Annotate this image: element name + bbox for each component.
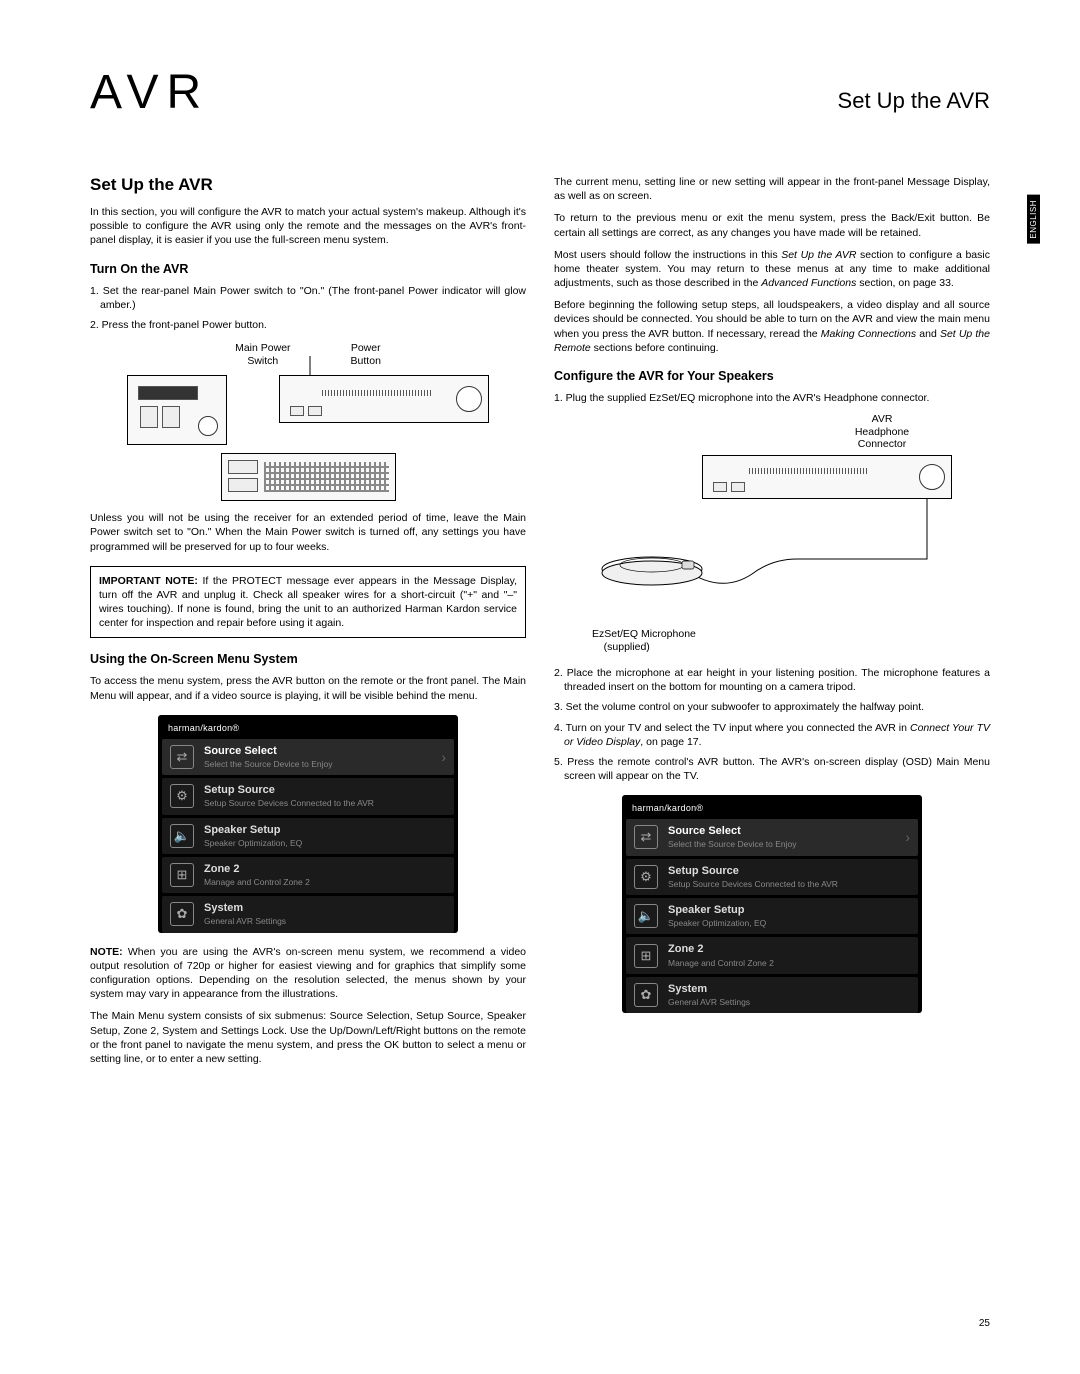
menu-item-sub: Manage and Control Zone 2 bbox=[668, 958, 910, 968]
fig1-label-power: Power bbox=[351, 342, 381, 354]
menu-item-title: Source Select bbox=[668, 825, 905, 838]
menu-icon: ✿ bbox=[170, 902, 194, 926]
important-note-box: IMPORTANT NOTE: If the PROTECT message e… bbox=[90, 566, 526, 639]
menu-row-4: ✿ SystemGeneral AVR Settings bbox=[162, 896, 454, 932]
r-p4: Before beginning the following setup ste… bbox=[554, 298, 990, 355]
menu-row-0: ⇄ Source SelectSelect the Source Device t… bbox=[162, 739, 454, 775]
power-module-diagram bbox=[127, 375, 227, 445]
menu-row-0: ⇄ Source SelectSelect the Source Device t… bbox=[626, 819, 918, 855]
menu-brand: harman/kardon® bbox=[158, 719, 458, 739]
section-title: Set Up the AVR bbox=[90, 175, 526, 195]
turn-on-title: Turn On the AVR bbox=[90, 262, 526, 276]
r-p3: Most users should follow the instruction… bbox=[554, 248, 990, 291]
osd-menu-screenshot-1: harman/kardon® ⇄ Source SelectSelect the S… bbox=[158, 715, 458, 933]
turn-on-step2: 2. Press the front-panel Power button. bbox=[90, 318, 526, 332]
menu-icon: 🔈 bbox=[170, 824, 194, 848]
menu-item-sub: Setup Source Devices Connected to the AV… bbox=[204, 798, 446, 808]
menu-item-title: Setup Source bbox=[204, 784, 446, 797]
menu-row-4: ✿ SystemGeneral AVR Settings bbox=[626, 977, 918, 1013]
menu-item-sub: Manage and Control Zone 2 bbox=[204, 877, 446, 887]
menu-row-2: 🔈 Speaker SetupSpeaker Optimization, EQ bbox=[626, 898, 918, 934]
menu-icon: ⚙ bbox=[170, 784, 194, 808]
receiver-back-diagram bbox=[221, 453, 396, 501]
osd-menu-screenshot-2: harman/kardon® ⇄ Source SelectSelect the S… bbox=[622, 795, 922, 1013]
cfg-step5: 5. Press the remote control's AVR button… bbox=[554, 755, 990, 783]
menu-item-title: System bbox=[204, 902, 446, 915]
menu-item-title: Source Select bbox=[204, 745, 441, 758]
headphone-diagram: AVR Headphone Connector bbox=[582, 413, 962, 654]
page-number: 25 bbox=[979, 1318, 990, 1329]
menu-item-sub: Speaker Optimization, EQ bbox=[668, 918, 910, 928]
left-column: Set Up the AVR In this section, you will… bbox=[90, 175, 526, 1074]
cfg-step2: 2. Place the microphone at ear height in… bbox=[554, 666, 990, 694]
osd-note-text: When you are using the AVR's on-screen m… bbox=[90, 946, 526, 1001]
osd-p2: The Main Menu system consists of six sub… bbox=[90, 1009, 526, 1066]
page-header: AVR Set Up the AVR bbox=[90, 65, 990, 120]
menu-row-2: 🔈 Speaker SetupSpeaker Optimization, EQ bbox=[162, 818, 454, 854]
cfg-step3: 3. Set the volume control on your subwoo… bbox=[554, 700, 990, 714]
menu-icon: ⊞ bbox=[634, 944, 658, 968]
menu-brand: harman/kardon® bbox=[622, 799, 922, 819]
turn-on-step1: 1. Set the rear-panel Main Power switch … bbox=[90, 284, 526, 312]
language-tab: ENGLISH bbox=[1027, 195, 1040, 244]
osd-note: NOTE: When you are using the AVR's on-sc… bbox=[90, 945, 526, 1002]
menu-icon: ⇄ bbox=[634, 825, 658, 849]
r-p1: The current menu, setting line or new se… bbox=[554, 175, 990, 203]
menu-item-sub: General AVR Settings bbox=[204, 916, 446, 926]
menu-item-title: Zone 2 bbox=[204, 863, 446, 876]
menu-item-title: System bbox=[668, 983, 910, 996]
note-bold: IMPORTANT NOTE: bbox=[99, 575, 198, 587]
osd-p1: To access the menu system, press the AVR… bbox=[90, 674, 526, 702]
menu-icon: ⇄ bbox=[170, 745, 194, 769]
avr-front-diagram bbox=[702, 455, 952, 499]
receiver-front-diagram bbox=[279, 375, 489, 423]
menu-icon: ✿ bbox=[634, 983, 658, 1007]
menu-item-sub: General AVR Settings bbox=[668, 997, 910, 1007]
cfg-step1: 1. Plug the supplied EzSet/EQ microphone… bbox=[554, 391, 990, 405]
menu-item-sub: Setup Source Devices Connected to the AV… bbox=[668, 879, 910, 889]
menu-icon: ⊞ bbox=[170, 863, 194, 887]
menu-row-3: ⊞ Zone 2 Manage and Control Zone 2 bbox=[626, 937, 918, 973]
menu-item-sub: Speaker Optimization, EQ bbox=[204, 838, 446, 848]
menu-item-title: Setup Source bbox=[668, 865, 910, 878]
menu-row-3: ⊞ Zone 2Manage and Control Zone 2 bbox=[162, 857, 454, 893]
osd-note-bold: NOTE: bbox=[90, 946, 123, 958]
menu-icon: 🔈 bbox=[634, 904, 658, 928]
ezset-label: EzSet/EQ Microphone (supplied) bbox=[592, 628, 962, 654]
fig1-label-main-power: Main Power bbox=[235, 342, 290, 354]
chevron-right-icon: › bbox=[905, 829, 910, 845]
osd-title: Using the On-Screen Menu System bbox=[90, 652, 526, 666]
chevron-right-icon: › bbox=[441, 749, 446, 765]
right-column: The current menu, setting line or new se… bbox=[554, 175, 990, 1074]
cfg-step4: 4. Turn on your TV and select the TV inp… bbox=[554, 721, 990, 749]
header-title: Set Up the AVR bbox=[838, 88, 990, 114]
menu-item-sub: Select the Source Device to Enjoy bbox=[668, 839, 905, 849]
menu-row-1: ⚙ Setup SourceSetup Source Devices Connec… bbox=[162, 778, 454, 814]
intro-text: In this section, you will configure the … bbox=[90, 205, 526, 248]
fig1-label-switch: Switch bbox=[247, 355, 278, 367]
avr-logo: AVR bbox=[90, 65, 209, 120]
power-figure: Main Power Switch Power Button bbox=[90, 342, 526, 501]
menu-item-title: Speaker Setup bbox=[668, 904, 910, 917]
menu-item-sub: Select the Source Device to Enjoy bbox=[204, 759, 441, 769]
menu-item-title: Zone 2 bbox=[668, 943, 910, 956]
cable-svg bbox=[582, 499, 962, 619]
menu-item-title: Speaker Setup bbox=[204, 824, 446, 837]
menu-row-1: ⚙ Setup SourceSetup Source Devices Connec… bbox=[626, 859, 918, 895]
after-fig-text: Unless you will not be using the receive… bbox=[90, 511, 526, 554]
configure-title: Configure the AVR for Your Speakers bbox=[554, 369, 990, 383]
r-p2: To return to the previous menu or exit t… bbox=[554, 211, 990, 239]
menu-icon: ⚙ bbox=[634, 865, 658, 889]
